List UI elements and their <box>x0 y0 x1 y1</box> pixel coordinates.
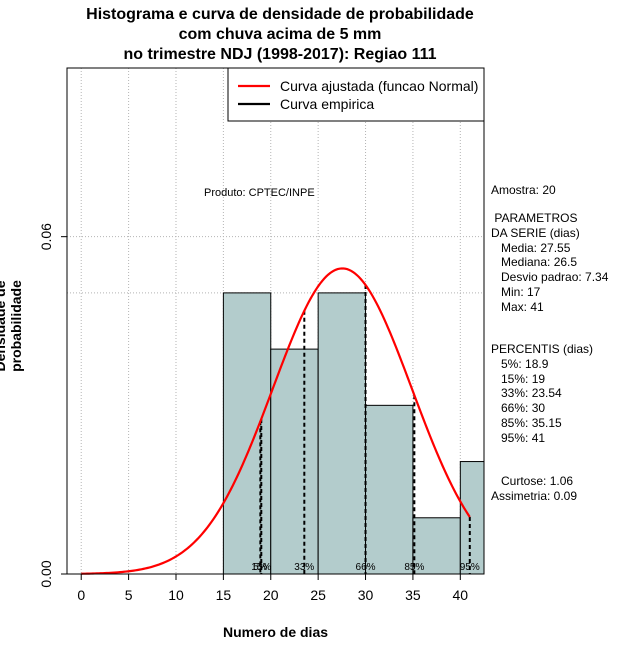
histogram-bar-5 <box>459 461 484 574</box>
percentile-label-3: 66% <box>356 562 376 573</box>
x-tick-label-5: 25 <box>310 587 326 603</box>
x-tick-label-6: 30 <box>358 587 374 603</box>
histogram-bar-0 <box>222 292 272 574</box>
x-tick-label-0: 0 <box>77 587 85 603</box>
percentile-label-4: 85% <box>404 562 424 573</box>
x-tick-label-1: 5 <box>125 587 133 603</box>
chart-title-line-3: no trimestre NDJ (1998-2017): Regiao 111 <box>123 46 437 63</box>
shape-statistics-text: Curtose: 1.06 Assimetria: 0.09 <box>491 474 578 503</box>
y-tick-label-1: 0.06 <box>38 223 54 250</box>
normal-fit-curve <box>81 267 471 575</box>
y-tick-label-0: 0.00 <box>38 560 54 587</box>
chart-title-line-1: Histograma e curva de densidade de proba… <box>86 6 474 23</box>
x-tick-label-2: 10 <box>168 587 184 603</box>
percentiles-text: PERCENTIS (dias) 5%: 18.9 15%: 19 33%: 2… <box>491 342 594 445</box>
x-tick-label-7: 35 <box>405 587 421 603</box>
x-tick-label-8: 40 <box>453 587 469 603</box>
x-tick-label-3: 15 <box>216 587 232 603</box>
series-parameters-text: PARAMETROS DA SERIE (dias) Media: 27.55 … <box>491 211 609 314</box>
legend-label-fit: Curva ajustada (funcao Normal) <box>280 78 478 94</box>
legend-label-empirical: Curva empirica <box>280 96 374 112</box>
histogram-bar-1 <box>270 348 319 574</box>
chart-title-line-2: com chuva acima de 5 mm <box>178 26 382 43</box>
sample-size-text: Amostra: 20 <box>491 183 556 197</box>
percentile-label-2: 33% <box>294 562 314 573</box>
x-axis-label: Numero de dias <box>222 624 329 640</box>
y-axis-label: Densidade de probabilidade <box>0 280 24 372</box>
product-credit: Produto: CPTEC/INPE <box>204 187 315 199</box>
x-tick-label-4: 20 <box>263 587 279 603</box>
legend: Curva ajustada (funcao Normal) Curva emp… <box>227 67 485 122</box>
percentile-label-1: 15% <box>251 562 271 573</box>
histogram-bar-4 <box>412 517 461 574</box>
histogram-bar-2 <box>317 292 367 574</box>
histogram-bar-3 <box>365 404 414 574</box>
percentile-label-5: 95% <box>460 562 480 573</box>
